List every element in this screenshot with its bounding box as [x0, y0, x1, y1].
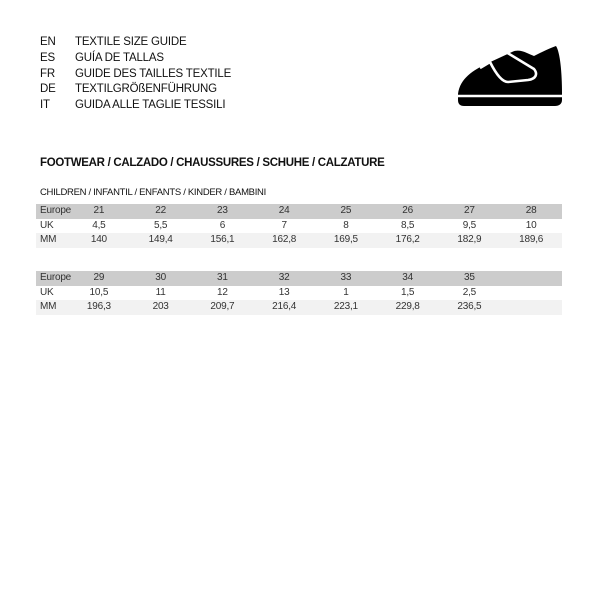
table-cell: 7	[281, 219, 287, 231]
table-cell: 11	[155, 286, 166, 298]
table-cell: 169,5	[333, 234, 358, 246]
table-cell	[500, 271, 562, 286]
language-code: EN	[40, 36, 56, 48]
table-row-europe: Europe 29 30 31 32 33 34 35	[36, 271, 562, 286]
table-cell: 28	[525, 205, 537, 216]
table-cell: 31	[217, 272, 228, 283]
table-cell: 8	[343, 219, 349, 231]
table-cell: 23	[217, 205, 228, 216]
table-cell: 24	[278, 205, 290, 216]
row-label: UK	[40, 219, 54, 231]
table-cell: 12	[217, 286, 228, 298]
table-cell: 29	[93, 272, 105, 283]
table-cell	[500, 286, 562, 301]
section-title: FOOTWEAR / CALZADO / CHAUSSURES / SCHUHE…	[40, 157, 385, 169]
row-label: Europe	[40, 205, 72, 216]
table-cell: 156,1	[210, 234, 235, 246]
table-cell: 10	[525, 219, 537, 231]
language-code: FR	[40, 67, 55, 80]
table-cell: 5,5	[153, 219, 168, 231]
language-label: GUIDA ALLE TAGLIE TESSILI	[75, 99, 226, 112]
row-label: MM	[40, 234, 57, 246]
table-cell: 6	[219, 219, 226, 231]
table-row-uk: UK 10,5 11 12 13 1 1,5 2,5	[36, 286, 562, 301]
language-code: IT	[40, 99, 50, 112]
table-cell: 27	[464, 205, 475, 216]
language-label: TEXTILE SIZE GUIDE	[75, 36, 187, 48]
row-label: UK	[40, 286, 54, 298]
table-cell: 25	[340, 205, 352, 216]
table-cell: 140	[90, 234, 107, 246]
size-table-1: Europe 21 22 23 24 25 26 27 28 UK 4,5 5,5 6 7 8 8,5 9,5 1…	[36, 204, 562, 249]
language-code: ES	[40, 51, 55, 64]
language-row-de: DE TEXTILGRÖßENFÜHRUNG	[40, 82, 231, 98]
table-cell: 1,5	[400, 286, 415, 298]
language-label: GUIDE DES TAILLES TEXTILE	[75, 67, 232, 80]
table-cell: 26	[402, 205, 413, 216]
table-cell: 189,6	[519, 234, 544, 246]
table-cell	[500, 300, 562, 315]
table-cell: 8,5	[400, 219, 415, 231]
table-cell: 209,7	[210, 301, 235, 313]
table-cell: 4,5	[92, 219, 106, 231]
table-cell: 10,5	[89, 286, 109, 298]
language-row-es: ES GUÍA DE TALLAS	[40, 51, 231, 67]
language-code: DE	[40, 83, 56, 96]
table-cell: 33	[340, 272, 352, 283]
table-cell: 34	[402, 272, 413, 283]
table-row-europe: Europe 21 22 23 24 25 26 27 28	[36, 204, 562, 219]
table-cell: 2,5	[462, 286, 477, 298]
table-cell: 196,3	[86, 301, 111, 313]
table-cell: 176,2	[395, 234, 420, 246]
table-cell: 13	[278, 286, 290, 298]
table-cell: 216,4	[272, 301, 297, 313]
table-cell: 9,5	[462, 219, 477, 231]
table-cell: 162,8	[272, 234, 297, 246]
table-cell: 35	[464, 272, 475, 283]
language-list: EN TEXTILE SIZE GUIDE ES GUÍA DE TALLAS FR…	[40, 35, 231, 114]
shoe-icon	[458, 46, 562, 106]
table-cell: 223,1	[333, 301, 358, 313]
language-row-fr: FR GUIDE DES TAILLES TEXTILE	[40, 67, 231, 83]
table-cell: 236,5	[457, 301, 482, 313]
table-cell: 1	[343, 286, 349, 298]
row-label: Europe	[40, 272, 72, 283]
table-cell: 30	[155, 272, 166, 283]
table-cell: 21	[93, 205, 105, 216]
table-row-mm: MM 140 149,4 156,1 162,8 169,5 176,2 182,9 189,6	[36, 233, 562, 249]
table-cell: 203	[152, 301, 169, 313]
table-cell: 182,9	[457, 234, 482, 246]
table-row-mm: MM 196,3 203 209,7 216,4 223,1 229,8 236,5	[36, 300, 562, 316]
language-row-it: IT GUIDA ALLE TAGLIE TESSILI	[40, 98, 231, 114]
table-cell: 149,4	[148, 234, 173, 246]
table-cell: 229,8	[395, 301, 420, 313]
table-cell: 32	[278, 272, 290, 283]
language-label: GUÍA DE TALLAS	[75, 51, 164, 64]
size-table-2: Europe 29 30 31 32 33 34 35 UK 10,5 11 12 13 1 1,5 2,5 M…	[36, 271, 562, 316]
language-row-en: EN TEXTILE SIZE GUIDE	[40, 35, 231, 51]
language-label: TEXTILGRÖßENFÜHRUNG	[75, 83, 217, 96]
table-row-uk: UK 4,5 5,5 6 7 8 8,5 9,5 10	[36, 219, 562, 234]
category-title: CHILDREN / INFANTIL / ENFANTS / KINDER /…	[40, 187, 266, 198]
table-cell: 22	[155, 205, 166, 216]
row-label: MM	[40, 301, 57, 313]
